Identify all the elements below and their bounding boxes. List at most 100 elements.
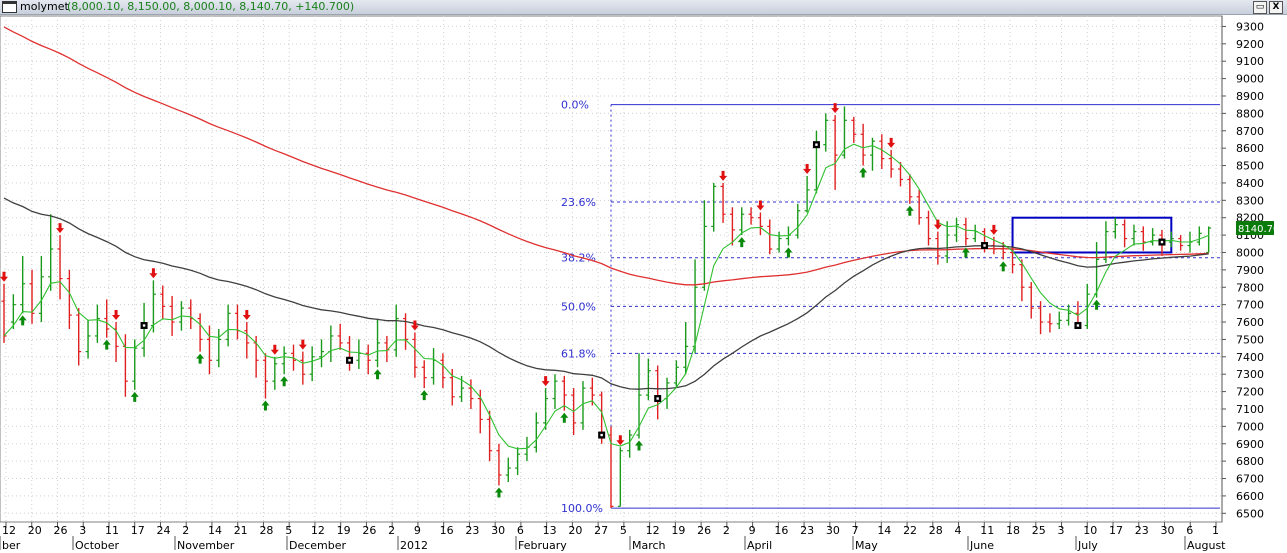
date-axis: 12 20 26 3 11 17 24 2 14 21 28 5 12 19 26 2 9 16 23 30 6 13 20… [0,522,1226,552]
restore-button[interactable]: ▭ [1253,1,1267,14]
x-tick-label: 23 [1135,524,1149,537]
x-tick-label: 12 [311,524,325,537]
sell-arrow-icon [270,344,279,355]
buy-arrow-icon [905,205,914,216]
x-tick-label: 10 [1083,524,1097,537]
x-tick-label: 5 [620,524,627,537]
sell-arrow-icon [242,310,251,321]
buy-arrow-icon [999,261,1008,272]
x-tick-label: 7 [852,524,859,537]
x-tick-label: 4 [955,524,962,537]
y-tick-label: 6500 [1236,507,1264,520]
x-tick-label: 26 [697,524,711,537]
ohlc-readout: (8,000.10, 8,150.00, 8,000.10, 8,140.70,… [67,0,355,13]
buy-arrow-icon [560,412,569,423]
last-price-tag [1236,221,1274,236]
exit-square-dot [600,433,603,437]
x-tick-label: 13 [543,524,557,537]
y-tick-label: 8300 [1236,194,1264,207]
document-icon [2,1,17,13]
x-tick-label: 17 [1109,524,1123,537]
y-tick-label: 7300 [1236,368,1264,381]
y-tick-label: 7400 [1236,351,1264,364]
sell-arrow-icon [112,310,121,321]
y-tick-label: 7900 [1236,264,1264,277]
y-tick-label: 7800 [1236,281,1264,294]
x-tick-label: 12 [2,524,16,537]
sell-arrow-icon [989,224,998,235]
x-tick-label: 28 [929,524,943,537]
x-tick-label: 6 [517,524,524,537]
month-label: June [969,539,994,552]
sell-arrow-icon [541,376,550,387]
fib-level-label: 50.0% [561,300,596,313]
x-tick-label: 9 [749,524,756,537]
x-tick-label: 24 [156,524,170,537]
x-tick-label: 2 [388,524,395,537]
y-tick-label: 7600 [1236,316,1264,329]
sell-arrow-icon [831,103,840,114]
month-label: February [518,539,567,552]
x-tick-label: 2 [723,524,730,537]
y-tick-label: 7200 [1236,386,1264,399]
buy-arrow-icon [130,391,139,402]
sell-arrow-icon [149,268,158,279]
x-tick-label: 23 [465,524,479,537]
short-moving-average [3,143,1209,450]
sell-arrow-icon [298,339,307,350]
y-tick-label: 7700 [1236,299,1264,312]
x-tick-label: 19 [671,524,685,537]
x-tick-label: 6 [1186,524,1193,537]
buy-arrow-icon [784,247,793,258]
sell-arrow-icon [803,163,812,174]
x-tick-label: 26 [362,524,376,537]
x-tick-label: 22 [903,524,917,537]
buy-arrow-icon [196,353,205,364]
x-tick-label: 28 [259,524,273,537]
y-tick-label: 9200 [1236,38,1264,51]
x-tick-label: 30 [1161,524,1175,537]
sell-arrow-icon [756,200,765,211]
buy-arrow-icon [1092,299,1101,310]
y-tick-label: 7100 [1236,403,1264,416]
last-price-label: 8140.70 [1238,224,1279,235]
signal-markers [0,103,1166,498]
month-label: October [75,539,119,552]
buy-arrow-icon [280,376,289,387]
sell-arrow-icon [56,223,65,234]
x-tick-label: 27 [594,524,608,537]
month-label: 2012 [400,539,428,552]
x-tick-label: 30 [826,524,840,537]
buy-arrow-icon [494,487,503,498]
moving-averages [3,26,1209,450]
fib-level-label: 61.8% [561,347,596,360]
x-tick-label: 16 [440,524,454,537]
y-tick-label: 9000 [1236,73,1264,86]
fib-level-label: 23.6% [561,196,596,209]
x-tick-label: 9 [414,524,421,537]
y-tick-label: 8400 [1236,177,1264,190]
exit-square-dot [348,359,351,362]
close-button[interactable]: X [1269,1,1283,14]
exit-square-dot [1076,324,1080,327]
x-tick-label: 26 [53,524,67,537]
sell-arrow-icon [719,170,728,181]
exit-square-dot [983,244,986,247]
y-tick-label: 6700 [1236,473,1264,486]
x-tick-label: 3 [1058,524,1065,537]
x-tick-label: 2 [182,524,189,537]
y-tick-label: 8700 [1236,125,1264,138]
y-tick-label: 8600 [1236,142,1264,155]
mid-moving-average [3,197,1209,390]
buy-arrow-icon [737,237,746,248]
x-tick-label: 11 [105,524,119,537]
month-label: April [747,539,772,552]
sell-arrow-icon [933,219,942,230]
x-tick-label: 21 [234,524,248,537]
window-title: molymet [20,0,69,13]
x-tick-label: 25 [1032,524,1046,537]
buy-arrow-icon [373,369,382,380]
fib-level-label: 100.0% [561,502,603,515]
x-tick-label: 30 [491,524,505,537]
